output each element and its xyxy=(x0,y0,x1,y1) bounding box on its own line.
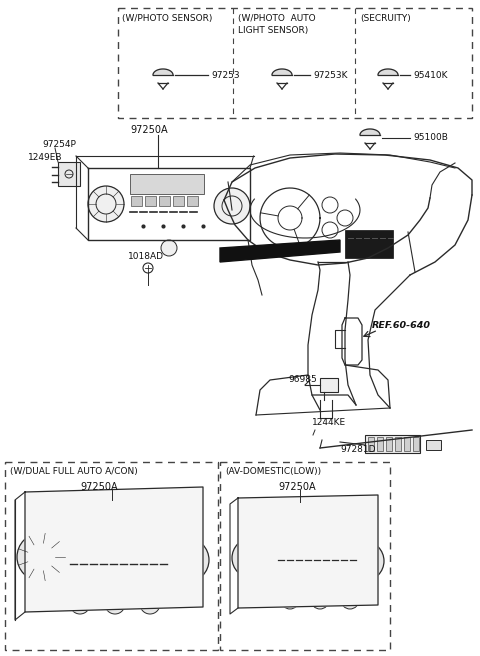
Bar xyxy=(365,435,420,453)
Text: 97253K: 97253K xyxy=(313,70,348,79)
Bar xyxy=(307,548,317,556)
Circle shape xyxy=(232,538,272,578)
Circle shape xyxy=(70,594,90,614)
Polygon shape xyxy=(378,69,398,75)
Text: 96985: 96985 xyxy=(288,375,317,384)
Text: (SECRUITY): (SECRUITY) xyxy=(360,14,411,23)
Text: (W/PHOTO SENSOR): (W/PHOTO SENSOR) xyxy=(122,14,212,23)
Bar xyxy=(349,548,359,556)
Bar xyxy=(87,534,99,544)
Bar xyxy=(279,534,289,542)
Circle shape xyxy=(165,538,209,582)
Polygon shape xyxy=(238,495,378,608)
Bar xyxy=(335,548,345,556)
Polygon shape xyxy=(153,69,173,75)
Text: 95410K: 95410K xyxy=(413,70,447,79)
Circle shape xyxy=(140,594,160,614)
Bar xyxy=(293,534,303,542)
Circle shape xyxy=(214,188,250,224)
Text: 97250A: 97250A xyxy=(130,125,168,135)
Bar xyxy=(377,437,383,451)
Bar xyxy=(58,162,80,186)
Circle shape xyxy=(105,594,125,614)
Bar xyxy=(70,500,170,530)
Bar xyxy=(187,196,198,206)
Bar xyxy=(135,550,147,560)
Text: 97281D: 97281D xyxy=(340,445,375,454)
Circle shape xyxy=(88,186,124,222)
Bar xyxy=(293,548,303,556)
Bar xyxy=(395,437,401,451)
Bar xyxy=(145,196,156,206)
Bar xyxy=(320,378,338,392)
Bar xyxy=(404,437,410,451)
Polygon shape xyxy=(25,487,203,612)
Bar xyxy=(345,230,393,258)
Polygon shape xyxy=(220,240,340,262)
Text: 97254P: 97254P xyxy=(42,140,76,149)
Text: 95100B: 95100B xyxy=(413,134,448,142)
Bar xyxy=(151,550,163,560)
Text: 1018AD: 1018AD xyxy=(128,252,164,261)
Bar xyxy=(71,550,83,560)
Bar xyxy=(71,534,83,544)
Circle shape xyxy=(281,591,299,609)
Bar xyxy=(103,534,115,544)
Circle shape xyxy=(311,591,329,609)
Text: 1244KE: 1244KE xyxy=(312,418,346,427)
Bar xyxy=(413,437,419,451)
Bar xyxy=(349,534,359,542)
Text: 97253: 97253 xyxy=(211,70,240,79)
Bar xyxy=(278,506,358,531)
Circle shape xyxy=(17,533,65,581)
Bar xyxy=(167,550,179,560)
Bar xyxy=(119,534,131,544)
Bar xyxy=(220,462,390,650)
Bar xyxy=(426,440,441,450)
Bar xyxy=(279,548,289,556)
Bar xyxy=(368,437,374,451)
Circle shape xyxy=(341,591,359,609)
Bar xyxy=(151,534,163,544)
Text: (AV-DOMESTIC(LOW)): (AV-DOMESTIC(LOW)) xyxy=(225,467,321,476)
Bar xyxy=(118,8,472,118)
Bar xyxy=(135,534,147,544)
Bar xyxy=(386,437,392,451)
Bar xyxy=(321,534,331,542)
Text: REF.60-640: REF.60-640 xyxy=(372,321,431,329)
Bar xyxy=(103,550,115,560)
Text: 1249EB: 1249EB xyxy=(28,153,62,162)
Polygon shape xyxy=(272,69,292,75)
Bar xyxy=(173,196,184,206)
Text: 97250A: 97250A xyxy=(80,482,118,492)
Text: (W/DUAL FULL AUTO A/CON): (W/DUAL FULL AUTO A/CON) xyxy=(10,467,138,476)
Bar xyxy=(131,196,142,206)
Text: (W/PHOTO  AUTO: (W/PHOTO AUTO xyxy=(238,14,316,23)
Bar xyxy=(335,534,345,542)
Bar xyxy=(167,534,179,544)
Text: 97250A: 97250A xyxy=(278,482,316,492)
Bar xyxy=(5,462,218,650)
Bar xyxy=(87,550,99,560)
Bar xyxy=(321,548,331,556)
Circle shape xyxy=(344,541,384,581)
Bar xyxy=(307,534,317,542)
Bar xyxy=(159,196,170,206)
Bar xyxy=(130,174,204,194)
Bar xyxy=(119,550,131,560)
Circle shape xyxy=(161,240,177,256)
Text: LIGHT SENSOR): LIGHT SENSOR) xyxy=(238,26,308,35)
Polygon shape xyxy=(360,129,380,135)
